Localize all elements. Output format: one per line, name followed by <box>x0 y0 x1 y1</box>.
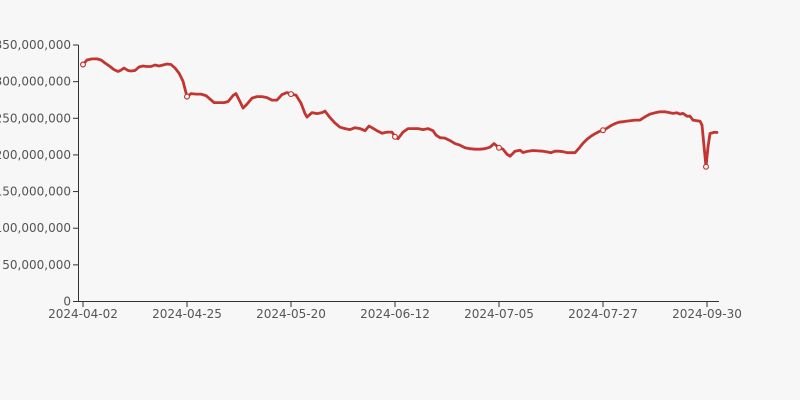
x-tick-label: 2024-07-27 <box>568 307 638 321</box>
data-point-marker[interactable] <box>496 144 503 151</box>
x-tick-label: 2024-04-25 <box>152 307 222 321</box>
data-point-marker[interactable] <box>288 91 295 98</box>
x-tick-label: 2024-06-12 <box>360 307 430 321</box>
y-tick-label: 50,000,000 <box>2 258 71 272</box>
data-point-marker[interactable] <box>392 133 399 140</box>
y-tick-label: 300,000,000 <box>0 75 71 89</box>
y-tick-label: 350,000,000 <box>0 38 71 52</box>
y-tick-label: 250,000,000 <box>0 111 71 125</box>
data-point-marker[interactable] <box>599 127 606 134</box>
data-point-marker[interactable] <box>79 61 86 68</box>
y-tick-label: 200,000,000 <box>0 148 71 162</box>
x-tick-label: 2024-07-05 <box>464 307 534 321</box>
y-tick-label: 150,000,000 <box>0 185 71 199</box>
x-tick-label: 2024-09-30 <box>672 307 742 321</box>
series-line <box>81 57 719 169</box>
y-tick-label: 0 <box>63 295 71 309</box>
x-tick-label: 2024-04-02 <box>48 307 118 321</box>
y-tick-label: 100,000,000 <box>0 221 71 235</box>
x-tick-label: 2024-05-20 <box>256 307 326 321</box>
data-point-marker[interactable] <box>184 93 191 100</box>
data-point-marker[interactable] <box>702 163 709 170</box>
